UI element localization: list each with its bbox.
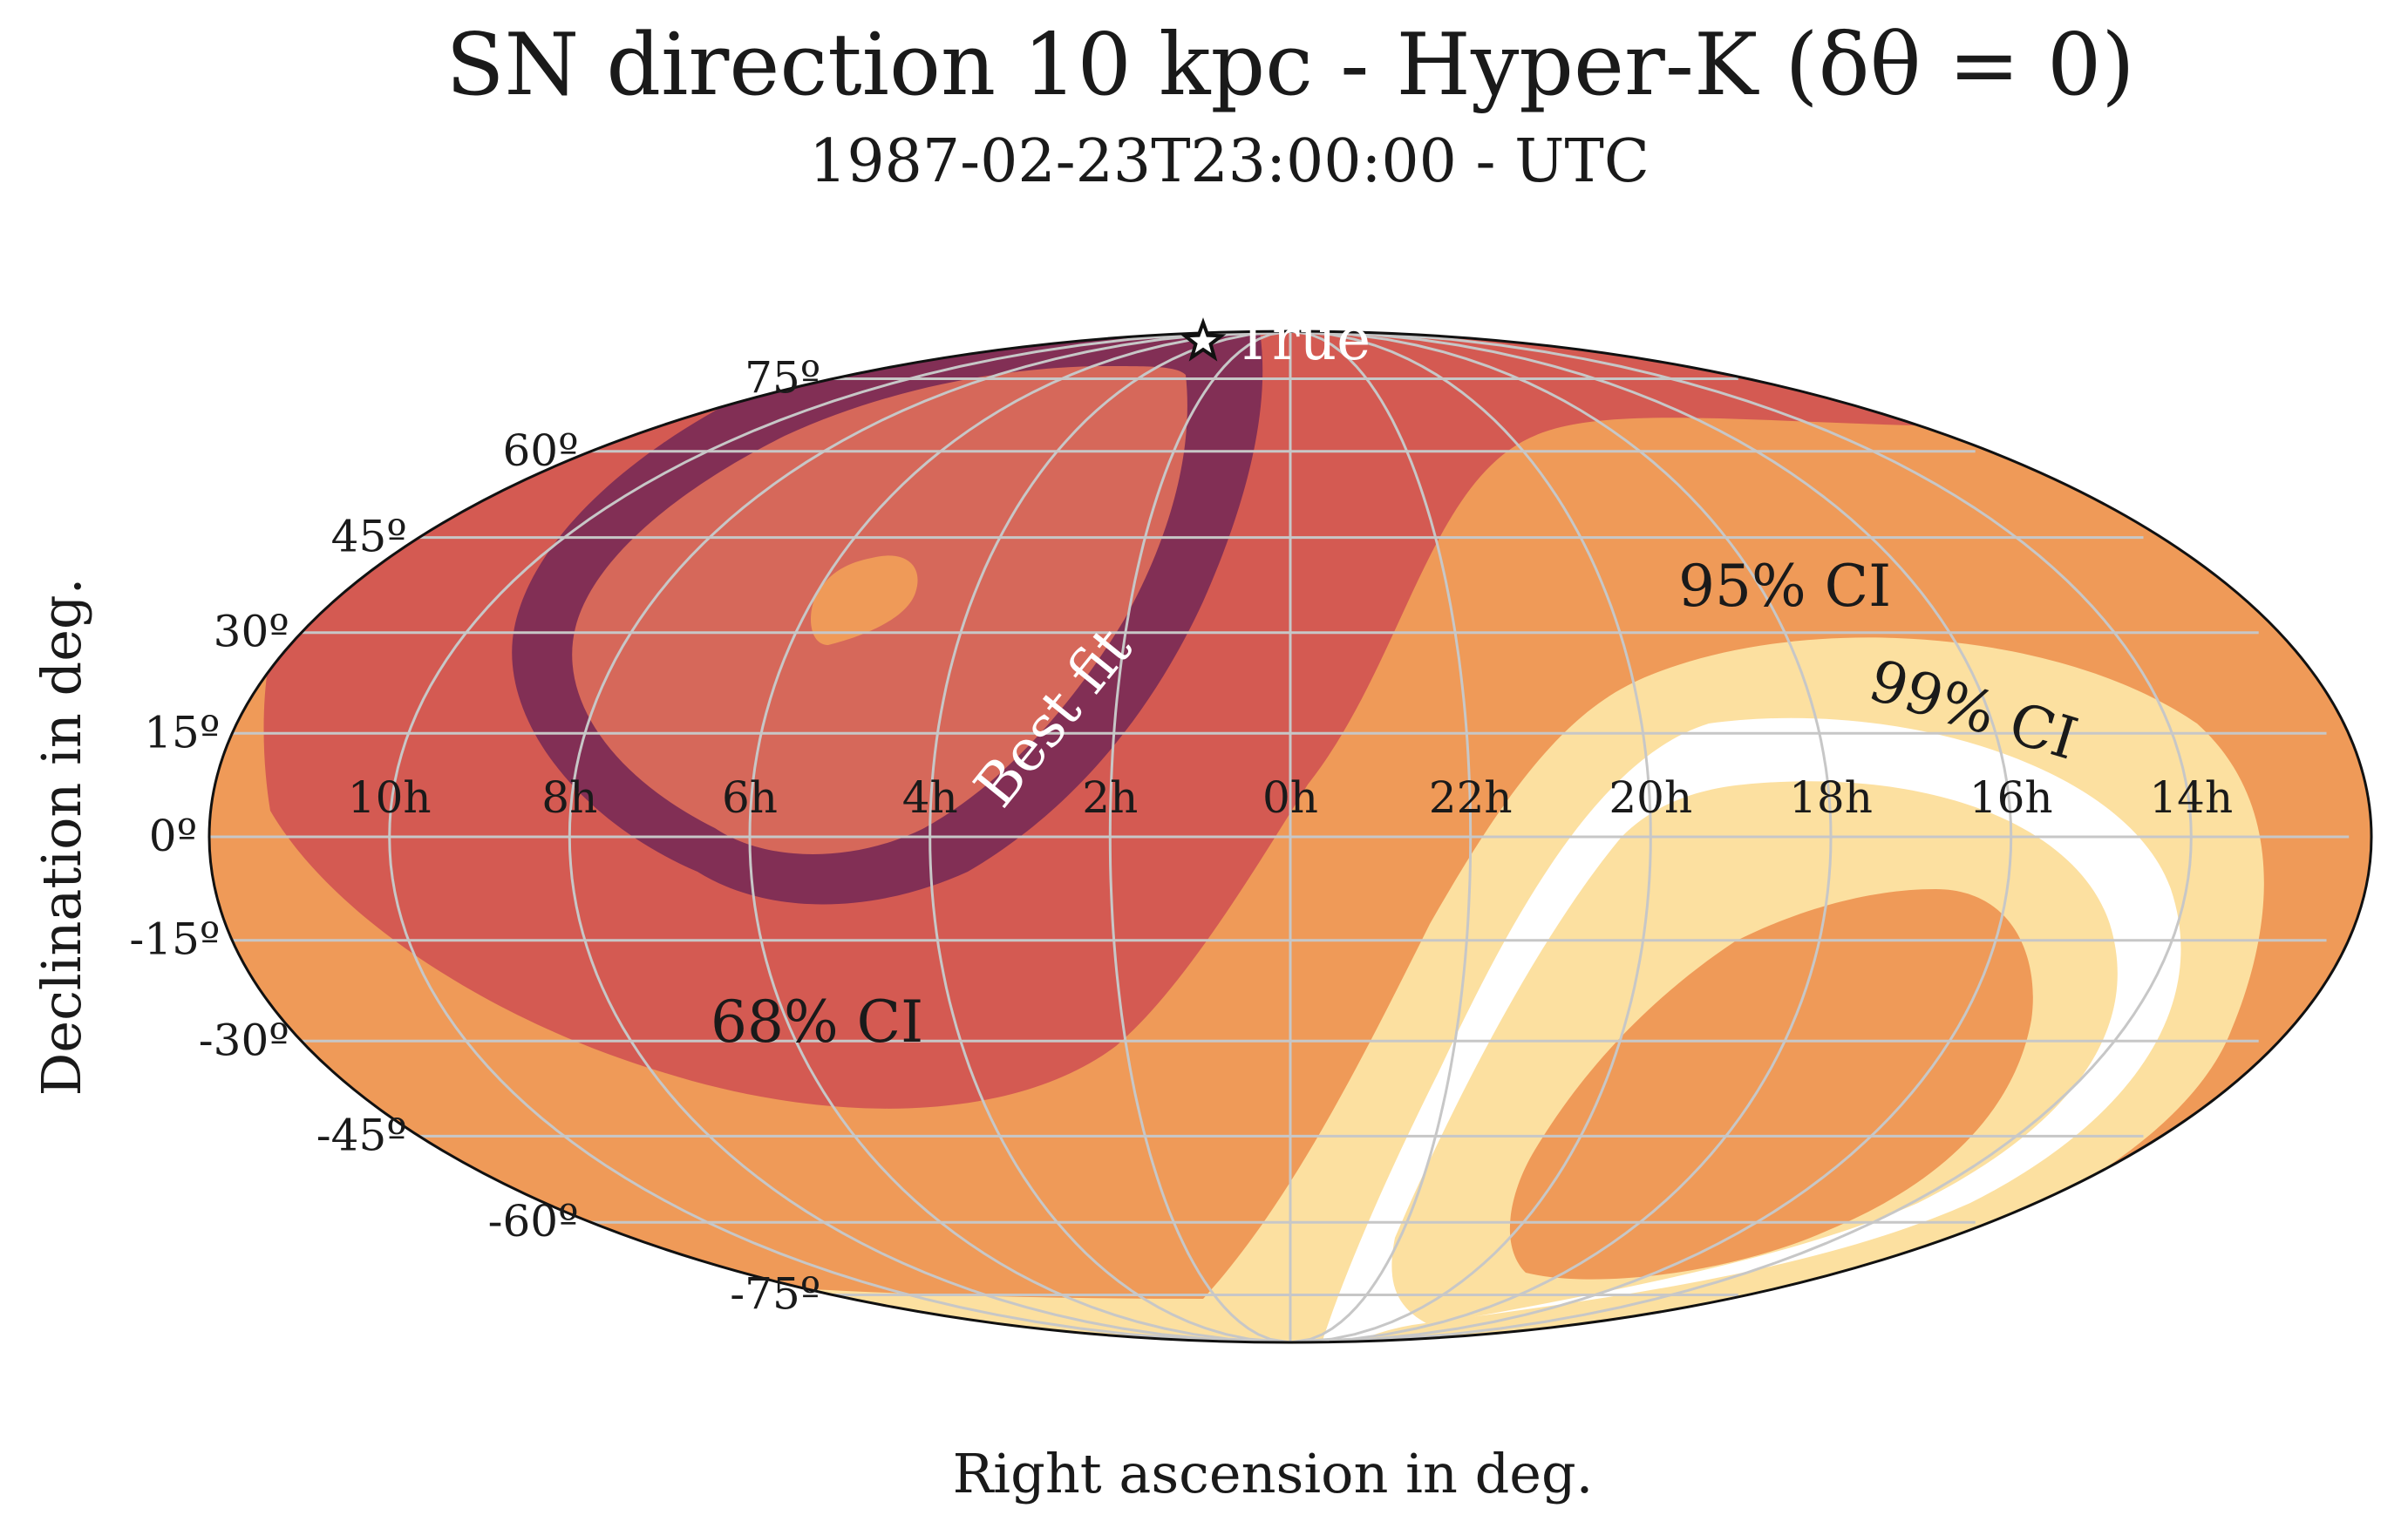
grid-meridian — [568, 331, 1291, 1342]
map-border — [207, 329, 2373, 1344]
true-label: True — [1234, 306, 1371, 373]
grid-meridian — [748, 331, 1291, 1342]
grid-meridian — [1108, 331, 1291, 1342]
chart-subtitle: 1987-02-23T23:00:00 - UTC — [809, 127, 1650, 196]
grid-meridian — [388, 331, 1291, 1342]
label-95-ci: 95% CI — [1678, 553, 1891, 620]
true-marker: True — [1180, 306, 1371, 373]
grid — [209, 331, 2350, 1342]
ra-tick-label: 10h — [348, 772, 432, 823]
ra-tick-label: 0h — [1262, 772, 1318, 823]
grid-meridian — [1289, 331, 2193, 1342]
grid-meridian — [1289, 331, 1652, 1342]
grid-meridian — [929, 331, 1291, 1342]
dec-tick-label: 15º — [144, 707, 220, 758]
region-95-island — [811, 555, 918, 645]
dec-tick-label: 60º — [502, 425, 578, 476]
dec-tick-label: -75º — [730, 1269, 820, 1320]
dec-tick-label: -45º — [316, 1110, 407, 1160]
ra-tick-label: 8h — [541, 772, 597, 823]
ra-tick-label: 16h — [1969, 772, 2053, 823]
chart-title: SN direction 10 kpc - Hyper-K (δθ = 0) — [446, 16, 2134, 115]
dec-tick-label: -60º — [488, 1196, 579, 1247]
ra-tick-label: 22h — [1429, 772, 1513, 823]
ra-tick-label: 4h — [902, 772, 958, 823]
ra-tick-labels: 10h 8h 6h 4h 2h 0h 22h 20h 18h 16h 14h — [348, 772, 2233, 823]
grid-meridian — [1289, 331, 2013, 1342]
ra-tick-label: 14h — [2149, 772, 2233, 823]
dec-tick-label: 30º — [214, 607, 289, 657]
dec-tick-label: -30º — [199, 1015, 289, 1065]
dec-tick-label: 0º — [149, 811, 197, 861]
ra-tick-label: 20h — [1609, 772, 1692, 823]
dec-tick-labels: 75º 60º 45º 30º 15º 0º -15º -30º -45º -60º -75º — [129, 353, 820, 1320]
x-axis-label: Right ascension in deg. — [953, 1442, 1594, 1505]
true-star-icon — [1180, 317, 1227, 362]
dec-tick-label: -15º — [129, 914, 220, 965]
dec-tick-label: 45º — [331, 512, 407, 562]
region-95-inner — [1509, 889, 2033, 1280]
ra-tick-label: 18h — [1789, 772, 1873, 823]
grid-meridian — [1289, 331, 1473, 1342]
y-axis-label: Declination in deg. — [30, 578, 93, 1097]
grid-meridian — [1289, 331, 1833, 1342]
probability-map — [209, 331, 2371, 1342]
ra-tick-label: 2h — [1082, 772, 1138, 823]
ra-tick-label: 6h — [722, 772, 778, 823]
dec-tick-label: 75º — [745, 353, 820, 404]
label-68-ci: 68% CI — [711, 988, 923, 1056]
